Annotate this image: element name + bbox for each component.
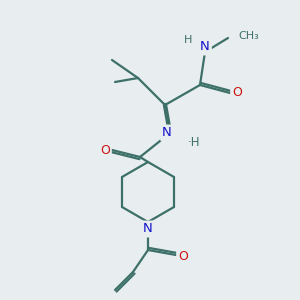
Text: H: H (184, 35, 192, 45)
Text: CH₃: CH₃ (238, 31, 259, 41)
Text: O: O (100, 143, 110, 157)
Text: ·H: ·H (188, 136, 200, 148)
Text: O: O (178, 250, 188, 263)
Text: O: O (232, 86, 242, 100)
Text: N: N (162, 127, 172, 140)
Text: N: N (143, 223, 153, 236)
Text: N: N (200, 40, 210, 53)
